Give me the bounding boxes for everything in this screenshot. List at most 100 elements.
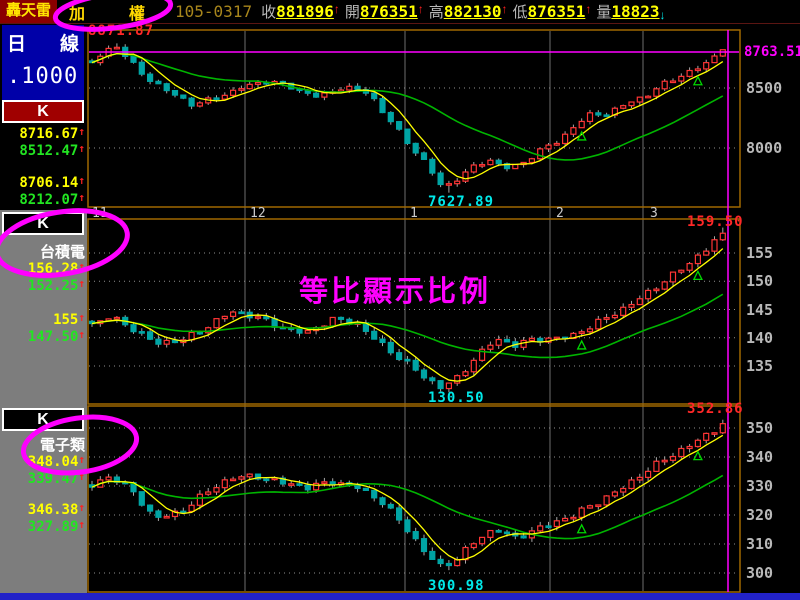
ma-value: 156.28↑: [27, 260, 85, 277]
candle-up: [230, 311, 237, 317]
candle-down: [420, 152, 428, 160]
indicator-button-k-taiex[interactable]: K: [2, 100, 84, 123]
candle-down: [503, 531, 511, 535]
ma-long-line: [91, 474, 724, 540]
up-arrow-icon: ↑: [78, 328, 85, 341]
stock-name[interactable]: 加 權: [69, 5, 160, 23]
candle-down: [130, 324, 137, 333]
candle-down: [163, 83, 170, 92]
candle-down: [171, 339, 179, 344]
candle-down: [155, 338, 162, 345]
candle-up: [479, 348, 486, 361]
candle-up: [553, 520, 560, 528]
candle-up: [113, 46, 121, 50]
candle-up: [545, 144, 552, 150]
app-logo[interactable]: 轟天雷: [0, 0, 58, 23]
candle-up: [528, 337, 536, 342]
title-bar: 轟天雷 加 權 105-0317 收 881896 ↑ 開 876351 ↑ 高…: [0, 0, 800, 24]
candle-down: [495, 529, 502, 533]
ma-value: 8716.67↑: [19, 125, 85, 142]
candle-down: [296, 483, 303, 486]
ma-value: 346.38↑: [27, 501, 85, 518]
buy-signal-triangle-icon: [692, 450, 703, 461]
candle-up: [163, 339, 170, 345]
candle-down: [263, 316, 270, 320]
symbol-name-electronics[interactable]: 電子類: [39, 437, 85, 454]
up-arrow-icon: ↑: [78, 470, 85, 483]
chart-border: [87, 29, 741, 208]
candle-up: [620, 105, 627, 109]
candle-up: [678, 447, 685, 458]
candle-up: [537, 525, 544, 532]
candle-up: [462, 171, 469, 182]
candle-up: [653, 288, 660, 292]
volume-value: 18823: [611, 2, 660, 21]
horizontal-scrollbar[interactable]: [0, 593, 800, 600]
up-arrow-icon: ↑: [78, 277, 85, 290]
candle-down: [263, 478, 270, 482]
indicator-button-k-tsmc[interactable]: K: [2, 212, 84, 235]
down-arrow-icon: ↓: [659, 8, 666, 22]
open-value: 876351: [359, 2, 418, 21]
candle-down: [155, 80, 162, 85]
candle-down: [404, 358, 411, 362]
candle-up: [113, 316, 121, 320]
candle-up: [271, 477, 278, 481]
candle-down: [138, 331, 145, 334]
candle-up: [321, 92, 328, 98]
candle-up: [470, 164, 477, 173]
buy-signal-triangle-icon: [576, 130, 587, 141]
symbol-name-tsmc[interactable]: 台積電: [39, 244, 85, 261]
ma-value: 339.47↑: [27, 470, 85, 487]
candle-up: [221, 315, 228, 320]
candle-down: [412, 531, 419, 540]
candle-up: [205, 491, 212, 495]
candle-down: [371, 489, 378, 499]
candle-down: [147, 73, 154, 82]
candle-up: [578, 507, 585, 518]
candle-down: [437, 558, 444, 565]
candle-down: [404, 519, 411, 533]
candle-up: [669, 80, 677, 84]
candle-up: [678, 75, 685, 82]
candle-down: [155, 510, 162, 518]
candle-up: [213, 318, 220, 329]
candle-up: [254, 81, 262, 85]
chart-electronics: [87, 405, 741, 593]
candle-up: [246, 473, 253, 478]
candle-up: [479, 164, 486, 167]
period-selector[interactable]: 日 線 .1000: [2, 25, 84, 102]
candle-down: [412, 359, 419, 371]
candle-down: [396, 352, 403, 361]
ma-value: 8512.47↑: [19, 142, 85, 159]
up-arrow-icon: ↑: [78, 142, 85, 155]
candle-up: [163, 515, 170, 519]
candle-up: [553, 142, 560, 146]
candle-down: [495, 159, 502, 165]
candle-up: [711, 432, 718, 435]
candle-up: [537, 148, 544, 160]
up-arrow-icon: ↑: [78, 311, 85, 324]
candle-up: [578, 331, 585, 334]
candle-down: [296, 328, 303, 334]
candle-up: [445, 382, 452, 390]
ma-value: 348.04↑: [27, 453, 85, 470]
candle-up: [246, 83, 253, 90]
candle-up: [653, 460, 660, 472]
period-label-day: 日: [7, 34, 27, 55]
up-arrow-icon: ↑: [78, 518, 85, 531]
high-label: 高: [428, 4, 444, 21]
candle-up: [686, 445, 693, 450]
candle-up: [719, 49, 726, 57]
candle-down: [429, 377, 436, 382]
candle-down: [196, 331, 203, 335]
candle-up: [719, 423, 726, 434]
up-arrow-icon: ↑: [78, 191, 85, 204]
candle-up: [578, 120, 585, 129]
indicator-button-k-electronics[interactable]: K: [2, 408, 84, 431]
candle-up: [678, 269, 685, 273]
candle-down: [147, 331, 154, 340]
candle-up: [628, 303, 635, 308]
